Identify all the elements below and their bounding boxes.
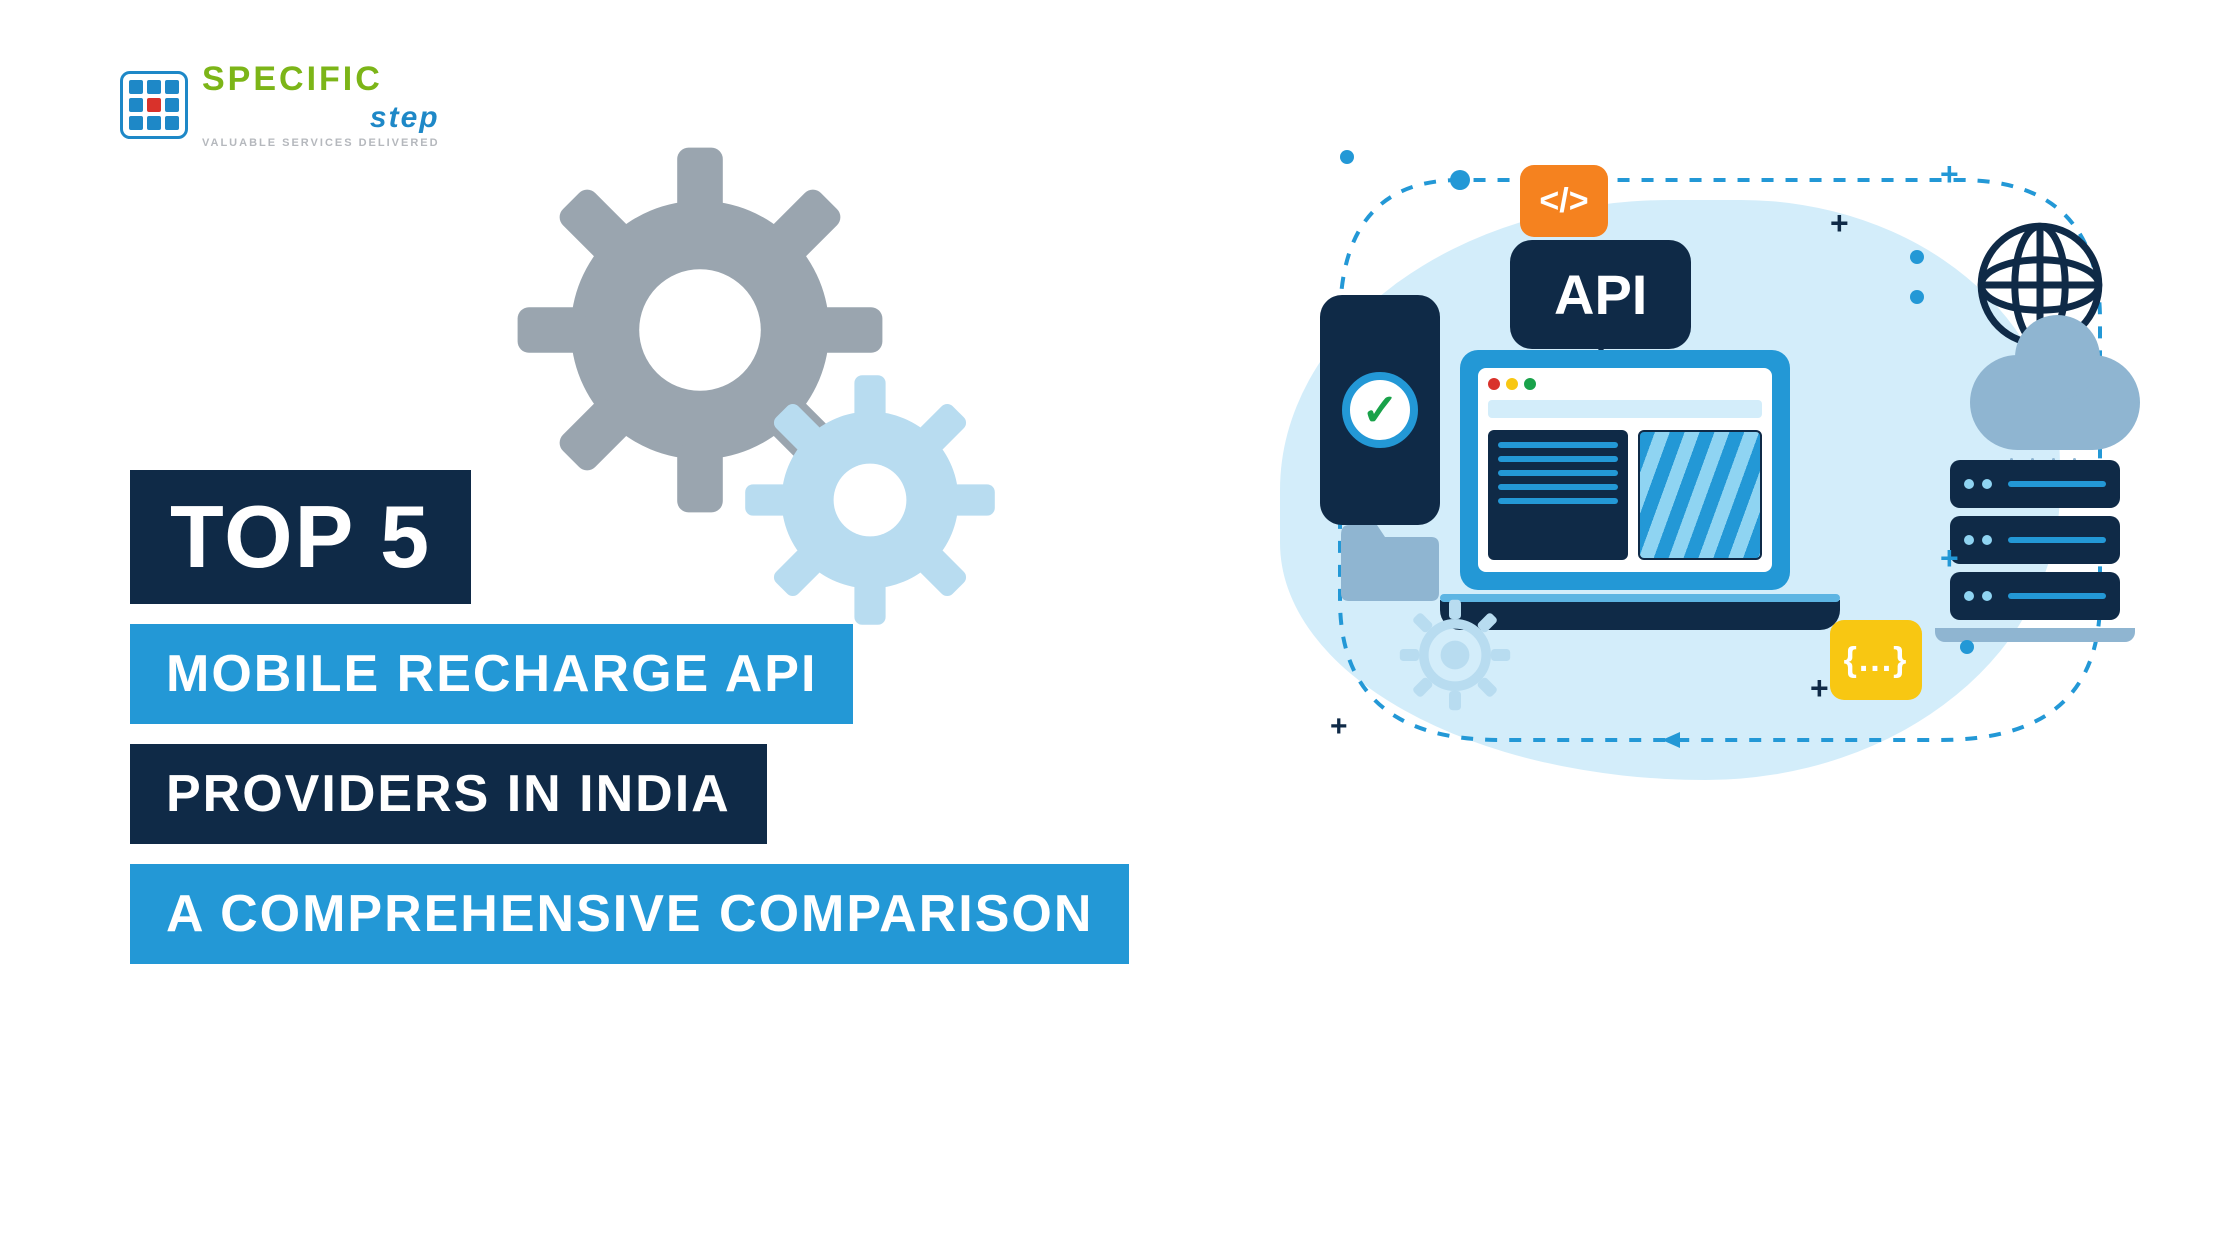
illustration: </> API ✓	[1220, 100, 2220, 900]
title-line4: A COMPREHENSIVE COMPARISON	[130, 864, 1129, 964]
logo-tagline: VALUABLE SERVICES DELIVERED	[202, 137, 440, 149]
title-line2: MOBILE RECHARGE API	[130, 624, 853, 724]
title-line3: PROVIDERS IN INDIA	[130, 744, 767, 844]
logo-word2: step	[202, 101, 440, 135]
title-bars: TOP 5 MOBILE RECHARGE API PROVIDERS IN I…	[130, 470, 1129, 964]
logo-icon	[120, 71, 188, 139]
dot-icon	[1910, 290, 1924, 304]
plus-icon: +	[1330, 710, 1348, 744]
dot-icon	[1910, 250, 1924, 264]
title-line1: TOP 5	[130, 470, 471, 604]
gear-small-icon	[1395, 595, 1515, 715]
laptop-icon	[1460, 350, 1820, 630]
plus-icon: +	[1810, 670, 1829, 707]
code-tag-icon: </>	[1520, 165, 1608, 237]
dot-icon	[1340, 150, 1354, 164]
logo: SPECIFIC step VALUABLE SERVICES DELIVERE…	[120, 60, 440, 149]
server-icon	[1950, 460, 2120, 642]
logo-text: SPECIFIC step VALUABLE SERVICES DELIVERE…	[202, 60, 440, 149]
checkmark-icon: ✓	[1342, 372, 1418, 448]
api-label: API	[1510, 240, 1691, 349]
logo-word1: SPECIFIC	[202, 60, 440, 99]
phone-icon: ✓	[1320, 295, 1440, 525]
plus-icon: +	[1830, 205, 1849, 242]
plus-icon: +	[1940, 156, 1959, 193]
folder-icon	[1335, 515, 1445, 605]
braces-icon: {...}	[1830, 620, 1922, 700]
dot-icon	[1960, 640, 1974, 654]
cloud-icon	[1970, 355, 2140, 450]
plus-icon: +	[1940, 540, 1959, 577]
